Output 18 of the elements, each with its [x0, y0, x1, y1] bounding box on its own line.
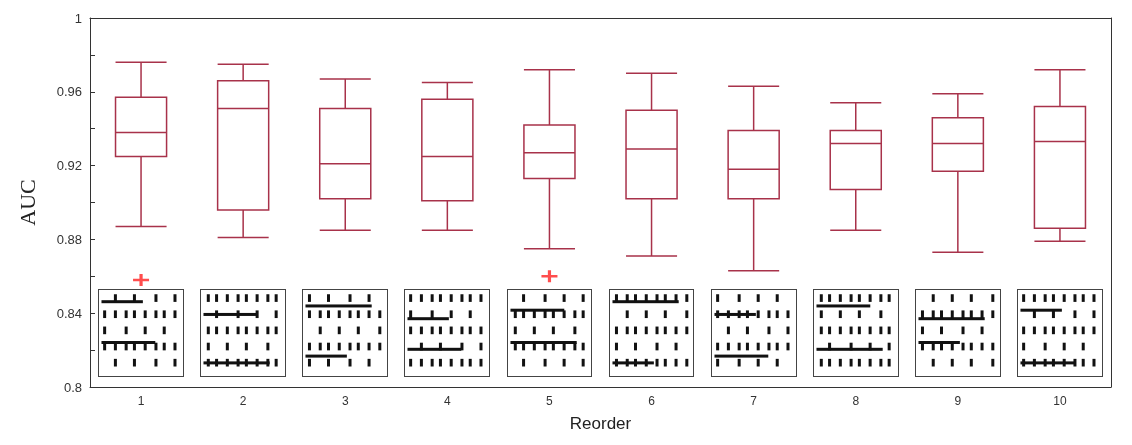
x-tick-label: 4 — [444, 394, 452, 408]
x-tick-label: 6 — [648, 394, 656, 408]
x-tick-label: 8 — [852, 394, 860, 408]
x-tick-label: 1 — [137, 394, 145, 408]
y-tick-label: 0.88 — [56, 231, 82, 247]
y-tick-label: 0.96 — [56, 84, 82, 100]
x-tick-label: 9 — [954, 394, 962, 408]
x-tick-label: 5 — [546, 394, 554, 408]
y-tick-label: 0.92 — [56, 158, 82, 174]
x-axis-title: Reorder — [569, 414, 632, 433]
y-axis-title: AUC — [14, 179, 40, 226]
x-tick-label: 7 — [750, 394, 758, 408]
x-tick-label: 3 — [341, 394, 349, 408]
y-tick-label: 0.8 — [63, 379, 82, 395]
y-tick-label: 1 — [74, 10, 82, 26]
x-tick-label: 10 — [1053, 394, 1067, 408]
y-tick-label: 0.84 — [56, 305, 82, 321]
x-tick-label: 2 — [239, 394, 247, 408]
